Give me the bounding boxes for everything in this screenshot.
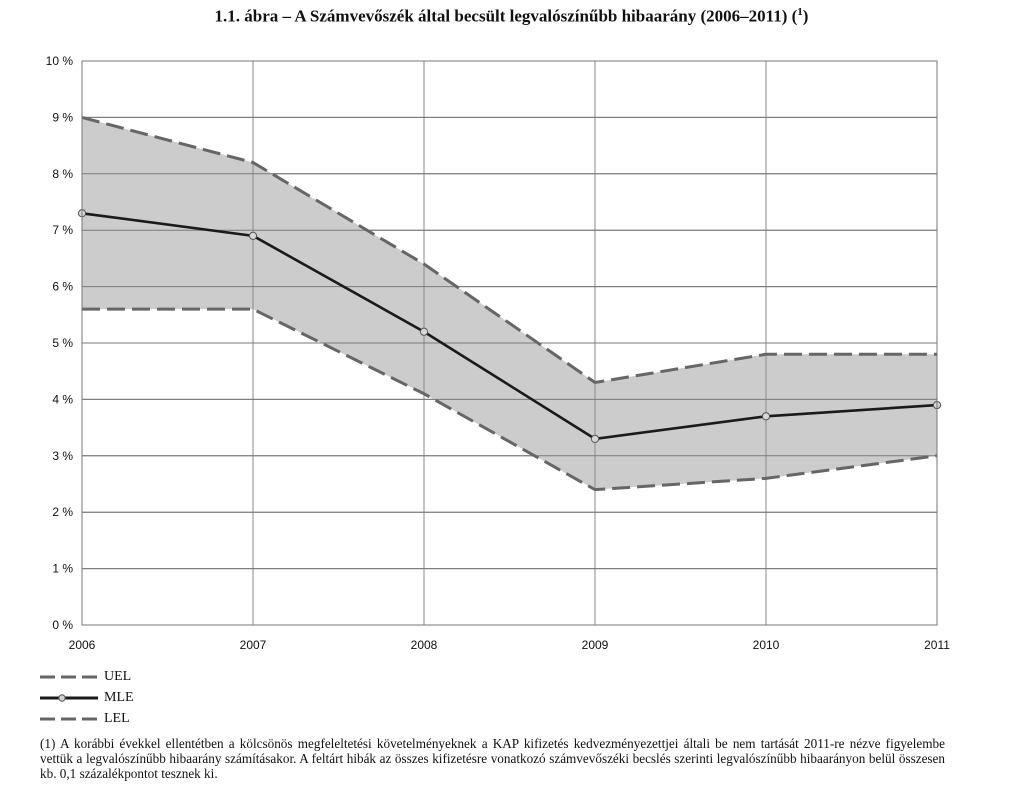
y-tick-label: 9 % bbox=[52, 110, 73, 124]
series-layer bbox=[77, 60, 942, 626]
series-line-lel bbox=[82, 307, 938, 492]
series-line-mle bbox=[81, 211, 938, 441]
y-tick-label: 5 % bbox=[52, 336, 73, 350]
y-tick-label: 1 % bbox=[52, 562, 73, 576]
error-band bbox=[82, 117, 937, 490]
legend-label-mle: MLE bbox=[104, 689, 134, 705]
y-tick-label: 0 % bbox=[52, 618, 73, 632]
legend-item-lel: LEL bbox=[40, 708, 134, 729]
legend-swatch-mle bbox=[40, 693, 98, 702]
x-tick-label: 2009 bbox=[582, 638, 609, 652]
y-tick-label: 10 % bbox=[46, 54, 74, 68]
data-point-mle bbox=[248, 231, 258, 240]
legend-swatch-lel bbox=[40, 717, 98, 720]
line-chart: 0 %1 %2 %3 %4 %5 %6 %7 %8 %9 %10 % 2006 2… bbox=[46, 54, 951, 652]
y-tick-label: 4 % bbox=[52, 392, 73, 406]
legend-swatch-uel bbox=[40, 675, 98, 678]
y-tick-label: 8 % bbox=[52, 167, 73, 181]
x-tick-label: 2007 bbox=[240, 638, 267, 652]
chart-title: 1.1. ábra – A Számvevőszék által becsült… bbox=[0, 6, 1023, 27]
y-axis-ticks: 0 % 1 % 2 % 3 % 4 % 5 % 6 % 7 % 8 % 9 % 10 % bbox=[46, 54, 74, 632]
footnote-mark: (1) bbox=[40, 736, 56, 751]
y-tick-label: 7 % bbox=[52, 223, 73, 237]
data-point-mle bbox=[590, 434, 600, 443]
legend-label-uel: UEL bbox=[104, 668, 132, 684]
chart-title-text: 1.1. ábra – A Számvevőszék által becsült… bbox=[214, 6, 798, 26]
x-tick-label: 2011 bbox=[924, 638, 950, 652]
footnote: (1) A korábbi évekkel ellentétben a kölcs… bbox=[40, 736, 945, 781]
x-tick-label: 2010 bbox=[753, 638, 780, 652]
x-tick-label: 2008 bbox=[411, 638, 438, 652]
legend-item-mle: MLE bbox=[40, 687, 134, 708]
y-tick-label: 6 % bbox=[52, 280, 73, 294]
legend: UEL MLE LEL bbox=[40, 666, 134, 729]
series-line-uel bbox=[81, 115, 937, 385]
legend-label-lel: LEL bbox=[104, 710, 130, 726]
chart-title-footnote-ref: 1 bbox=[797, 6, 803, 18]
data-point-mle bbox=[761, 412, 771, 421]
x-tick-label: 2006 bbox=[69, 638, 96, 652]
legend-item-uel: UEL bbox=[40, 666, 134, 687]
x-axis-ticks: 2006 2007 2008 2009 2010 2011 bbox=[69, 638, 951, 652]
y-tick-label: 3 % bbox=[52, 449, 73, 463]
footnote-text: A korábbi évekkel ellentétben a kölcsönö… bbox=[40, 736, 945, 781]
chart-title-close: ) bbox=[802, 6, 809, 26]
y-tick-label: 2 % bbox=[52, 505, 73, 519]
plot-border bbox=[81, 60, 938, 626]
data-point-mle bbox=[419, 327, 429, 336]
